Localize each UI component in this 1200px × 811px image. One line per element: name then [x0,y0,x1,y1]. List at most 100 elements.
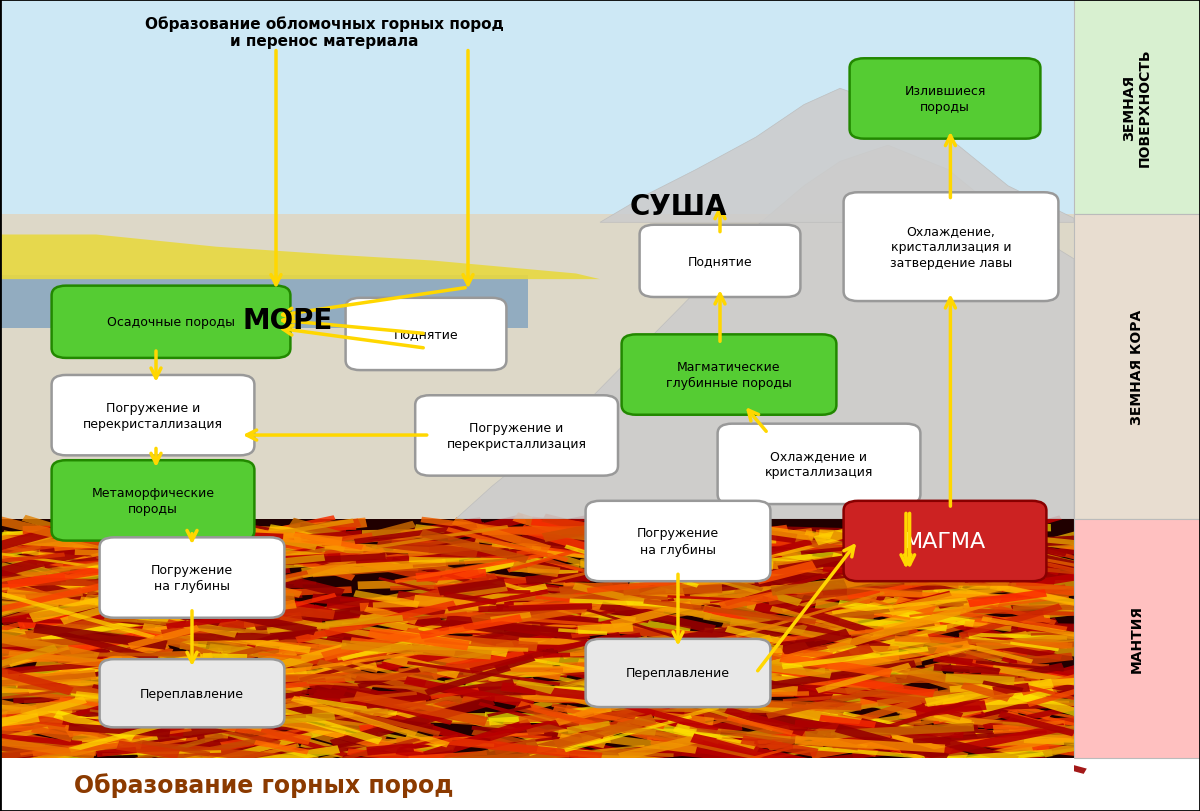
Polygon shape [942,534,1106,551]
Polygon shape [876,624,1030,656]
Polygon shape [151,718,197,728]
Polygon shape [137,700,301,714]
Polygon shape [578,526,689,549]
Polygon shape [780,654,893,678]
Polygon shape [750,627,886,641]
Polygon shape [731,534,788,550]
Polygon shape [246,524,335,543]
Polygon shape [577,745,660,757]
Polygon shape [1043,607,1080,619]
Polygon shape [378,583,508,610]
Polygon shape [487,705,532,717]
Polygon shape [832,693,972,727]
Polygon shape [811,560,906,571]
Polygon shape [803,589,938,621]
Polygon shape [25,609,149,640]
Polygon shape [978,725,1085,745]
Polygon shape [838,600,974,627]
Polygon shape [472,728,530,747]
Polygon shape [484,679,624,687]
Polygon shape [66,535,174,568]
Polygon shape [766,684,905,719]
Polygon shape [781,551,911,577]
Polygon shape [835,582,941,606]
Polygon shape [172,696,313,701]
Polygon shape [48,710,187,740]
Polygon shape [599,602,716,633]
Polygon shape [670,677,714,687]
Polygon shape [709,584,841,603]
Polygon shape [566,721,611,734]
Polygon shape [184,620,238,638]
Polygon shape [923,746,1033,769]
Text: Излившиеся
породы: Излившиеся породы [905,85,985,114]
Polygon shape [43,627,186,659]
Polygon shape [934,599,977,612]
Polygon shape [569,745,646,761]
Polygon shape [221,638,281,659]
Polygon shape [902,725,986,737]
Polygon shape [268,714,349,722]
Polygon shape [0,569,94,599]
Polygon shape [108,680,157,698]
Polygon shape [238,726,299,734]
Polygon shape [0,670,96,693]
Polygon shape [740,543,835,569]
Polygon shape [109,586,280,621]
Polygon shape [678,699,733,709]
Polygon shape [1000,567,1117,593]
Polygon shape [416,607,473,613]
Polygon shape [116,689,277,722]
Polygon shape [794,720,964,739]
Polygon shape [71,526,245,541]
Polygon shape [443,592,497,605]
Polygon shape [562,636,649,659]
Polygon shape [0,697,74,733]
Polygon shape [119,680,216,709]
Polygon shape [910,596,1069,617]
Polygon shape [564,705,604,720]
Polygon shape [673,723,722,744]
Bar [0,0,1074,215]
Polygon shape [907,579,948,597]
Polygon shape [714,658,818,684]
Polygon shape [235,625,310,642]
Polygon shape [104,622,245,666]
Polygon shape [452,514,596,547]
Polygon shape [250,747,407,755]
Polygon shape [979,569,1157,584]
Polygon shape [124,742,251,745]
Polygon shape [0,656,74,695]
Bar [0,758,1074,811]
Polygon shape [684,709,743,720]
Polygon shape [582,586,694,607]
Polygon shape [54,539,156,551]
Polygon shape [676,724,721,737]
Polygon shape [886,615,1050,632]
Polygon shape [587,578,686,594]
Polygon shape [398,734,458,750]
Polygon shape [697,550,841,582]
FancyBboxPatch shape [100,538,284,618]
Polygon shape [365,679,515,709]
Polygon shape [222,673,298,680]
Polygon shape [703,647,742,663]
Polygon shape [318,659,376,665]
Polygon shape [937,682,1096,703]
Polygon shape [126,739,281,763]
Polygon shape [892,576,988,588]
Polygon shape [17,728,157,766]
Polygon shape [0,739,178,756]
Polygon shape [470,686,634,694]
Polygon shape [221,615,322,629]
Polygon shape [493,663,626,672]
Polygon shape [1020,556,1076,571]
Polygon shape [488,713,581,725]
Text: МАГМА: МАГМА [904,531,986,551]
Polygon shape [0,639,103,663]
Polygon shape [952,621,1055,658]
Polygon shape [366,743,414,755]
Polygon shape [516,677,556,694]
Polygon shape [484,573,647,595]
Polygon shape [18,613,79,630]
